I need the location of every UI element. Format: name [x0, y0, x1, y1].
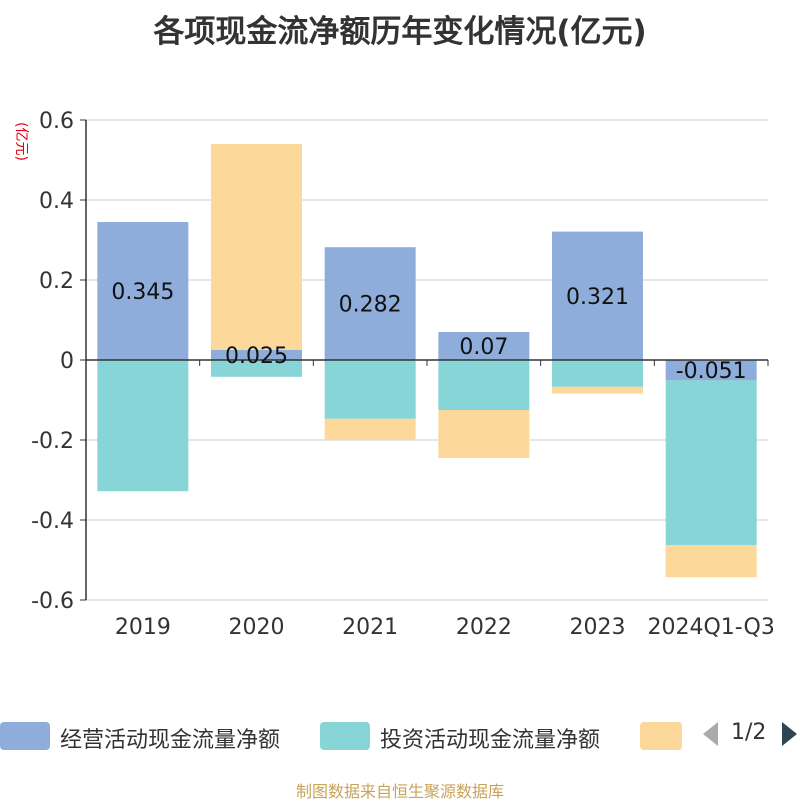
bar-series-2: [211, 144, 302, 350]
legend: 经营活动现金流量净额 投资活动现金流量净额 1/2: [0, 714, 800, 754]
triangle-left-icon[interactable]: [700, 720, 722, 748]
legend-swatch-investing: [320, 722, 370, 750]
bar-series-0: [97, 222, 189, 360]
bar-series-0: [324, 247, 416, 360]
triangle-right-icon[interactable]: [778, 720, 800, 748]
y-tick-label: 0.4: [39, 189, 74, 214]
bar-series-1: [324, 360, 416, 419]
data-label: 0.345: [111, 280, 174, 305]
y-tick-label: 0.2: [39, 269, 74, 294]
x-tick-label: 2021: [342, 615, 398, 640]
legend-swatch-financing: [640, 722, 682, 750]
legend-swatch-operating: [0, 722, 50, 750]
legend-label-operating: 经营活动现金流量净额: [60, 728, 281, 753]
bar-series-1: [552, 360, 643, 387]
legend-label-investing: 投资活动现金流量净额: [380, 728, 601, 753]
bar-series-2: [438, 410, 530, 458]
y-tick-label: 0.6: [39, 109, 74, 134]
y-tick-label: -0.6: [31, 589, 74, 614]
bar-series-0: [438, 332, 530, 360]
x-tick-label: 2019: [115, 615, 171, 640]
bar-series-0: [211, 350, 302, 360]
data-label: 0.282: [339, 293, 402, 318]
y-tick-label: -0.4: [31, 509, 74, 534]
legend-page-indicator: 1/2: [731, 720, 767, 745]
y-tick-label: 0: [60, 349, 74, 374]
data-label: 0.025: [225, 344, 288, 369]
bar-series-1: [211, 360, 302, 377]
footer-source: 制图数据来自恒生聚源数据库: [295, 782, 504, 801]
bar-series-2: [552, 386, 643, 394]
x-tick-label: 2020: [229, 615, 285, 640]
x-tick-label: 2023: [570, 615, 626, 640]
y-tick-label: -0.2: [31, 429, 74, 454]
data-label: 0.07: [459, 335, 508, 360]
bar-series-2: [665, 545, 757, 578]
data-label: -0.051: [676, 359, 747, 384]
bar-series-0: [665, 360, 757, 381]
chart-plot: -0.6 -0.4 -0.2 0 0.2 0.4 0.6 0.345 0.025 0.282 0.0…: [31, 109, 775, 640]
x-tick-label: 2024Q1-Q3: [647, 615, 774, 640]
data-label: 0.321: [566, 285, 629, 310]
bar-series-0: [552, 231, 643, 360]
bar-series-1: [438, 360, 530, 410]
chart-title: 各项现金流净额历年变化情况(亿元): [153, 14, 647, 50]
bar-series-1: [665, 380, 757, 546]
bar-series-1: [97, 360, 189, 492]
x-tick-label: 2022: [456, 615, 512, 640]
bar-series-2: [324, 418, 416, 440]
